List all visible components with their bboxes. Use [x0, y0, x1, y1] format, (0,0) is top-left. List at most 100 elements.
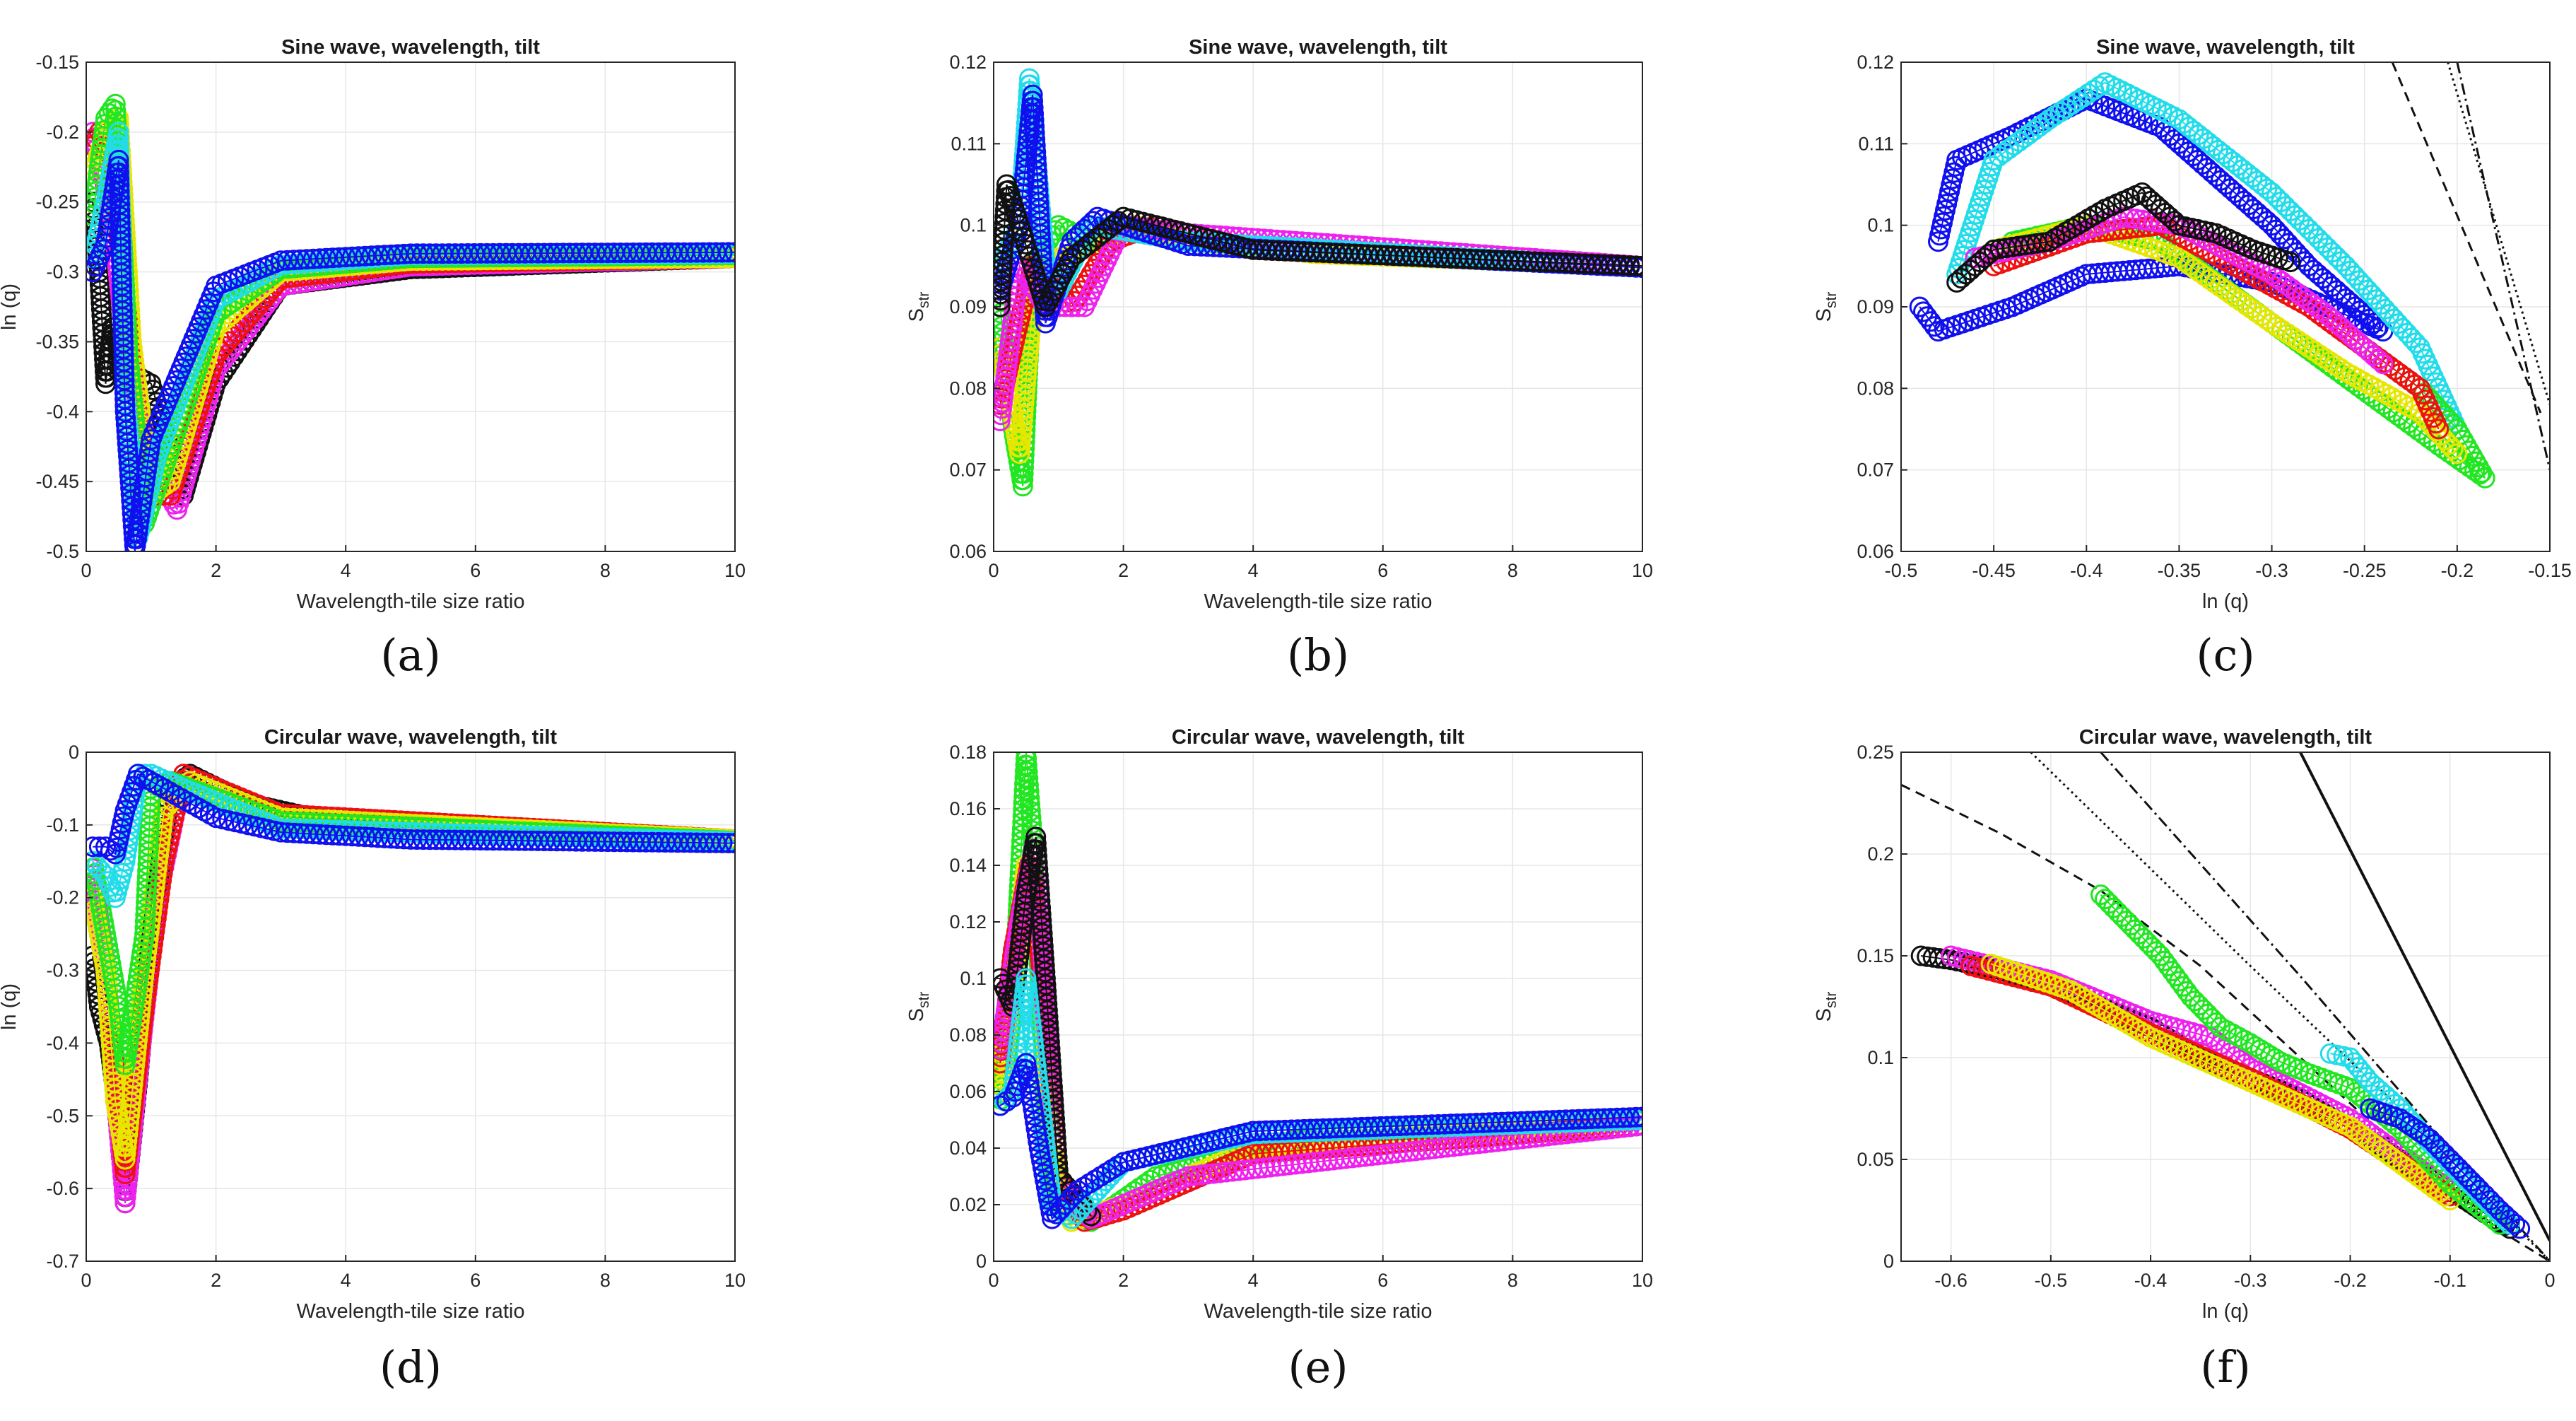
data-point [2189, 262, 2211, 283]
data-point [277, 822, 298, 843]
x-tick-label: 0 [81, 560, 91, 581]
reference-line-dashed [2391, 62, 2542, 414]
series-blue [86, 149, 735, 551]
data-point [110, 1009, 131, 1030]
data-point [2055, 98, 2076, 119]
data-point [1018, 780, 1040, 802]
series-cyan [1946, 72, 2468, 440]
x-tick-label: 4 [1248, 560, 1259, 581]
data-point [2266, 316, 2288, 337]
y-tick-label: 0.11 [1858, 133, 1894, 154]
y-tick-label: -0.1 [46, 814, 79, 836]
x-tick-label: 6 [1377, 560, 1388, 581]
data-point [1625, 255, 1642, 276]
data-point [2315, 348, 2335, 368]
x-tick-label: -0.5 [1885, 560, 1918, 581]
data-point [1021, 807, 1042, 828]
data-point [2307, 297, 2328, 318]
data-point [2276, 275, 2298, 296]
data-point [2319, 351, 2341, 372]
subfigure-label: (c) [2196, 629, 2254, 681]
y-tick-label: -0.5 [46, 1105, 79, 1126]
panel-title: Sine wave, wavelength, tilt [1189, 36, 1447, 59]
data-point [1913, 301, 1934, 322]
data-point [90, 860, 112, 882]
data-point [2194, 265, 2216, 286]
data-point [2283, 327, 2303, 348]
data-point [2309, 344, 2330, 366]
data-point [718, 242, 735, 263]
x-tick-label: 0 [81, 1270, 91, 1291]
y-axis-label-subscript: str [916, 292, 932, 308]
y-tick-label: -0.25 [35, 192, 79, 213]
y-tick-label: -0.3 [46, 262, 79, 283]
x-tick-label: 4 [341, 560, 351, 581]
data-point [2368, 317, 2389, 338]
y-tick-label: -0.3 [46, 960, 79, 981]
data-point [2061, 94, 2082, 115]
data-point [2399, 370, 2421, 392]
data-point [1021, 814, 1042, 834]
data-point [2298, 337, 2319, 358]
data-point [2293, 334, 2314, 355]
data-point [2078, 83, 2099, 104]
data-point [2004, 134, 2025, 156]
y-tick-label: -0.45 [35, 471, 79, 492]
data-point [2330, 358, 2351, 379]
data-point [2204, 273, 2225, 294]
x-tick-label: 8 [600, 560, 611, 581]
y-tick-label: 0 [69, 742, 79, 763]
data-point [1016, 755, 1037, 776]
subfigure-label: (a) [380, 629, 440, 681]
data-point [296, 823, 317, 844]
data-point [2368, 349, 2389, 370]
data-point [316, 824, 337, 846]
data-point [329, 247, 350, 268]
data-point [724, 242, 735, 263]
y-tick-label: 0.06 [1857, 541, 1894, 562]
panel-title: Sine wave, wavelength, tilt [281, 36, 540, 59]
data-point [2220, 283, 2241, 305]
data-point [270, 250, 291, 271]
data-point [2384, 359, 2406, 380]
x-tick-label: 10 [1632, 560, 1653, 581]
data-point [2464, 460, 2486, 481]
data-point [712, 242, 733, 263]
x-tick-label: 10 [724, 1270, 746, 1291]
subfigure-label: (b) [1287, 629, 1349, 681]
data-point [2347, 375, 2368, 397]
data-point [2297, 290, 2318, 311]
data-point [2018, 124, 2040, 145]
y-tick-label: -0.6 [46, 1178, 79, 1199]
data-point [1018, 768, 1039, 789]
data-point [329, 825, 350, 846]
data-point [2240, 298, 2262, 320]
x-tick-label: 6 [470, 560, 481, 581]
data-point [712, 832, 733, 853]
x-tick-label: -0.35 [2158, 560, 2201, 581]
x-tick-label: -0.25 [2343, 560, 2387, 581]
data-point [2199, 269, 2221, 291]
data-point [2302, 293, 2323, 315]
data-point [316, 247, 337, 269]
data-point [2304, 341, 2324, 362]
data-point [355, 245, 376, 267]
data-point [2045, 105, 2066, 126]
data-point [2246, 302, 2267, 323]
data-point [1999, 139, 2020, 160]
series-black [1946, 182, 2301, 293]
x-tick-label: 2 [211, 1270, 221, 1291]
axes-box [86, 752, 736, 1262]
data-point [2281, 279, 2302, 300]
data-point [2442, 438, 2464, 460]
data-point [2394, 367, 2416, 388]
data-point [2405, 332, 2426, 353]
data-point [2262, 312, 2283, 334]
data-point [355, 826, 376, 848]
data-point [102, 188, 123, 209]
data-point [114, 1164, 136, 1185]
data-point [2039, 109, 2060, 130]
x-tick-label: 10 [724, 560, 746, 581]
data-point [2286, 282, 2307, 303]
x-tick-label: 2 [1118, 560, 1129, 581]
